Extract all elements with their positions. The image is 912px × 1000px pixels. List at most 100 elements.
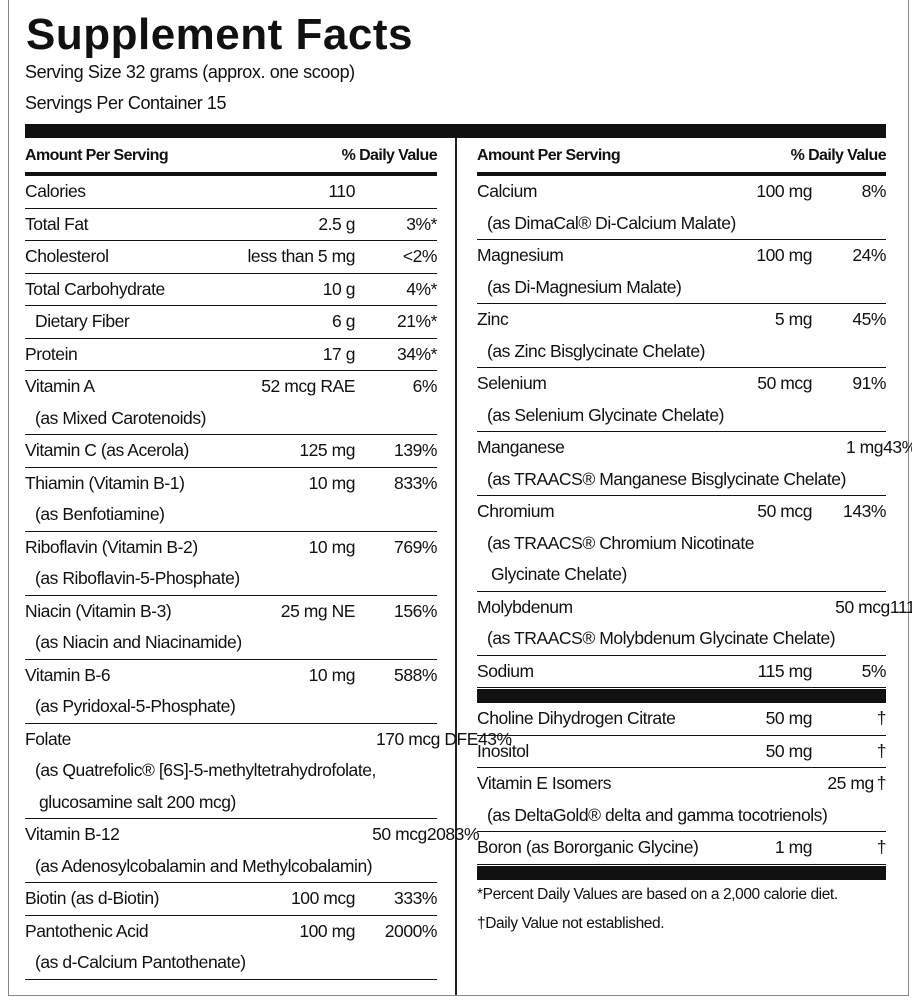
- name-line: Chromium: [477, 501, 555, 521]
- amount: 170 mcg DFE: [375, 728, 478, 749]
- nutrient-name: Riboflavin (Vitamin B-2) (as Riboflavin-5…: [25, 532, 309, 595]
- amount: 50 mcg: [835, 596, 890, 617]
- nutrient-row: Niacin (Vitamin B-3) (as Niacin and Niaci…: [25, 596, 437, 660]
- header-daily-value: % Daily Value: [341, 147, 438, 164]
- name-line: (as Benfotiamine): [35, 504, 165, 524]
- name-line: Vitamin B-6: [25, 664, 111, 685]
- column-header: Amount Per Serving % Daily Value: [477, 138, 887, 176]
- name-line: Sodium: [477, 660, 534, 681]
- daily-value: 2083%: [426, 824, 480, 844]
- nutrient-row: Manganese (as TRAACS® Manganese Bisglycin…: [477, 432, 912, 496]
- nutrient-name: Vitamin B-12 (as Adenosylcobalamin and Me…: [25, 819, 373, 882]
- nutrient-name: Boron (as Bororganic Glycine): [477, 832, 775, 864]
- name-line: Magnesium: [477, 245, 564, 265]
- amount: 1 mg: [845, 437, 884, 457]
- title: Supplement Facts: [26, 10, 413, 59]
- nutrient-name: Pantothenic Acid (as d-Calcium Pantothena…: [25, 916, 299, 979]
- nutrient-row: Vitamin C (as Acerola) 125 mg 139%: [25, 435, 437, 468]
- column-header: Amount Per Serving % Daily Value: [25, 138, 438, 176]
- daily-value: 21%*: [396, 311, 437, 331]
- nutrient-name: Dietary Fiber: [25, 306, 332, 338]
- nutrient-row: Thiamin (Vitamin B-1) (as Benfotiamine) 10…: [25, 468, 437, 532]
- name-line: (as DimaCal® Di-Calcium Malate): [487, 212, 736, 233]
- daily-value: 588%: [394, 664, 437, 685]
- daily-value: 111%: [889, 596, 912, 617]
- nutrient-name: Sodium: [477, 656, 758, 688]
- amount: 115 mg: [757, 660, 813, 681]
- daily-value: 769%: [394, 536, 437, 557]
- daily-value: 91%: [852, 373, 886, 393]
- name-line: Total Carbohydrate: [25, 278, 165, 299]
- nutrient-name: Calories: [25, 176, 328, 208]
- column-divider: [455, 138, 457, 995]
- daily-value: 333%: [394, 888, 437, 908]
- name-line: glucosamine salt 200 mcg): [39, 791, 236, 812]
- name-line: (as Di-Magnesium Malate): [487, 276, 682, 297]
- daily-value: 6%: [412, 376, 438, 396]
- amount: 52 mcg RAE: [261, 376, 355, 396]
- nutrient-row: Cholesterol less than 5 mg <2%: [25, 241, 437, 274]
- nutrient-row: Vitamin A (as Mixed Carotenoids) 52 mcg RA…: [25, 371, 437, 435]
- name-line: Folate: [25, 728, 71, 749]
- nutrient-row: Boron (as Bororganic Glycine) 1 mg †: [477, 832, 886, 865]
- footnote: *Percent Daily Values are based on a 2,0…: [477, 885, 838, 903]
- daily-value: 5%: [861, 660, 887, 681]
- nutrient-name: Vitamin A (as Mixed Carotenoids): [25, 371, 261, 434]
- serving-size: Serving Size 32 grams (approx. one scoop…: [25, 62, 355, 82]
- name-line: Thiamin (Vitamin B-1): [25, 472, 185, 493]
- nutrient-row: Zinc (as Zinc Bisglycinate Chelate) 5 mg 45…: [477, 304, 886, 368]
- nutrient-name: Calcium (as DimaCal® Di-Calcium Malate): [477, 176, 756, 239]
- name-line: Cholesterol: [25, 246, 109, 266]
- nutrient-name: Folate (as Quatrefolic® [6S]-5-methyltetr…: [25, 724, 376, 819]
- daily-value: †: [876, 773, 887, 793]
- thick-rule: [477, 865, 886, 880]
- amount: 6 g: [332, 311, 355, 331]
- daily-value: 4%*: [406, 278, 437, 299]
- name-line: (as TRAACS® Manganese Bisglycinate Chela…: [487, 468, 846, 489]
- nutrient-row: Molybdenum (as TRAACS® Molybdenum Glycina…: [477, 592, 912, 656]
- nutrient-row: Vitamin B-6 (as Pyridoxal-5-Phosphate) 10 …: [25, 660, 437, 724]
- amount: 100 mcg: [291, 888, 355, 908]
- amount: 100 mg: [299, 920, 355, 941]
- amount: 10 mg: [308, 664, 356, 685]
- amount: 125 mg: [299, 440, 355, 460]
- daily-value: 34%*: [396, 343, 437, 364]
- name-line: Glycinate Chelate): [491, 564, 627, 584]
- name-line: Riboflavin (Vitamin B-2): [25, 536, 198, 557]
- daily-value: 24%: [852, 245, 886, 265]
- nutrient-name: Vitamin B-6 (as Pyridoxal-5-Phosphate): [25, 660, 309, 723]
- amount: less than 5 mg: [247, 246, 355, 266]
- name-line: Dietary Fiber: [35, 311, 130, 331]
- amount: 110: [328, 181, 355, 201]
- amount: 2.5 g: [318, 213, 355, 234]
- name-line: Calories: [25, 181, 86, 201]
- nutrient-name: Chromium (as TRAACS® Chromium Nicotinate G…: [477, 496, 757, 591]
- left-column: Amount Per Serving % Daily Value Calories 1…: [25, 138, 512, 980]
- name-line: (as Zinc Bisglycinate Chelate): [487, 340, 705, 361]
- amount: 1 mg: [774, 837, 813, 857]
- amount: 25 mg NE: [280, 600, 356, 621]
- nutrient-row: Riboflavin (Vitamin B-2) (as Riboflavin-5…: [25, 532, 437, 596]
- nutrient-name: Magnesium (as Di-Magnesium Malate): [477, 240, 756, 303]
- amount: 50 mcg: [757, 373, 812, 393]
- amount: 50 mcg: [372, 824, 427, 844]
- nutrient-row: Inositol 50 mg †: [477, 736, 886, 768]
- amount: 50 mcg: [757, 501, 812, 521]
- name-line: (as Riboflavin-5-Phosphate): [35, 568, 240, 588]
- nutrient-name: Choline Dihydrogen Citrate: [477, 703, 766, 735]
- nutrient-name: Molybdenum (as TRAACS® Molybdenum Glycina…: [477, 592, 836, 655]
- nutrient-name: Biotin (as d-Biotin): [25, 883, 291, 915]
- nutrient-row: Calories 110: [25, 176, 437, 209]
- amount: 10 mg: [308, 536, 356, 557]
- name-line: Calcium: [477, 181, 538, 201]
- right-column: Amount Per Serving % Daily Value Calcium (a…: [477, 138, 912, 938]
- nutrient-row: Dietary Fiber 6 g 21%*: [25, 306, 437, 339]
- nutrient-row: Chromium (as TRAACS® Chromium Nicotinate G…: [477, 496, 886, 592]
- daily-value: †: [876, 837, 887, 857]
- name-line: (as Adenosylcobalamin and Methylcobalami…: [35, 855, 373, 876]
- nutrient-row: Sodium 115 mg 5%: [477, 656, 887, 688]
- name-line: Vitamin B-12: [25, 824, 120, 844]
- amount: 50 mg: [765, 740, 813, 761]
- name-line: (as Selenium Glycinate Chelate): [487, 404, 724, 425]
- nutrient-row: Total Fat 2.5 g 3%*: [25, 209, 437, 241]
